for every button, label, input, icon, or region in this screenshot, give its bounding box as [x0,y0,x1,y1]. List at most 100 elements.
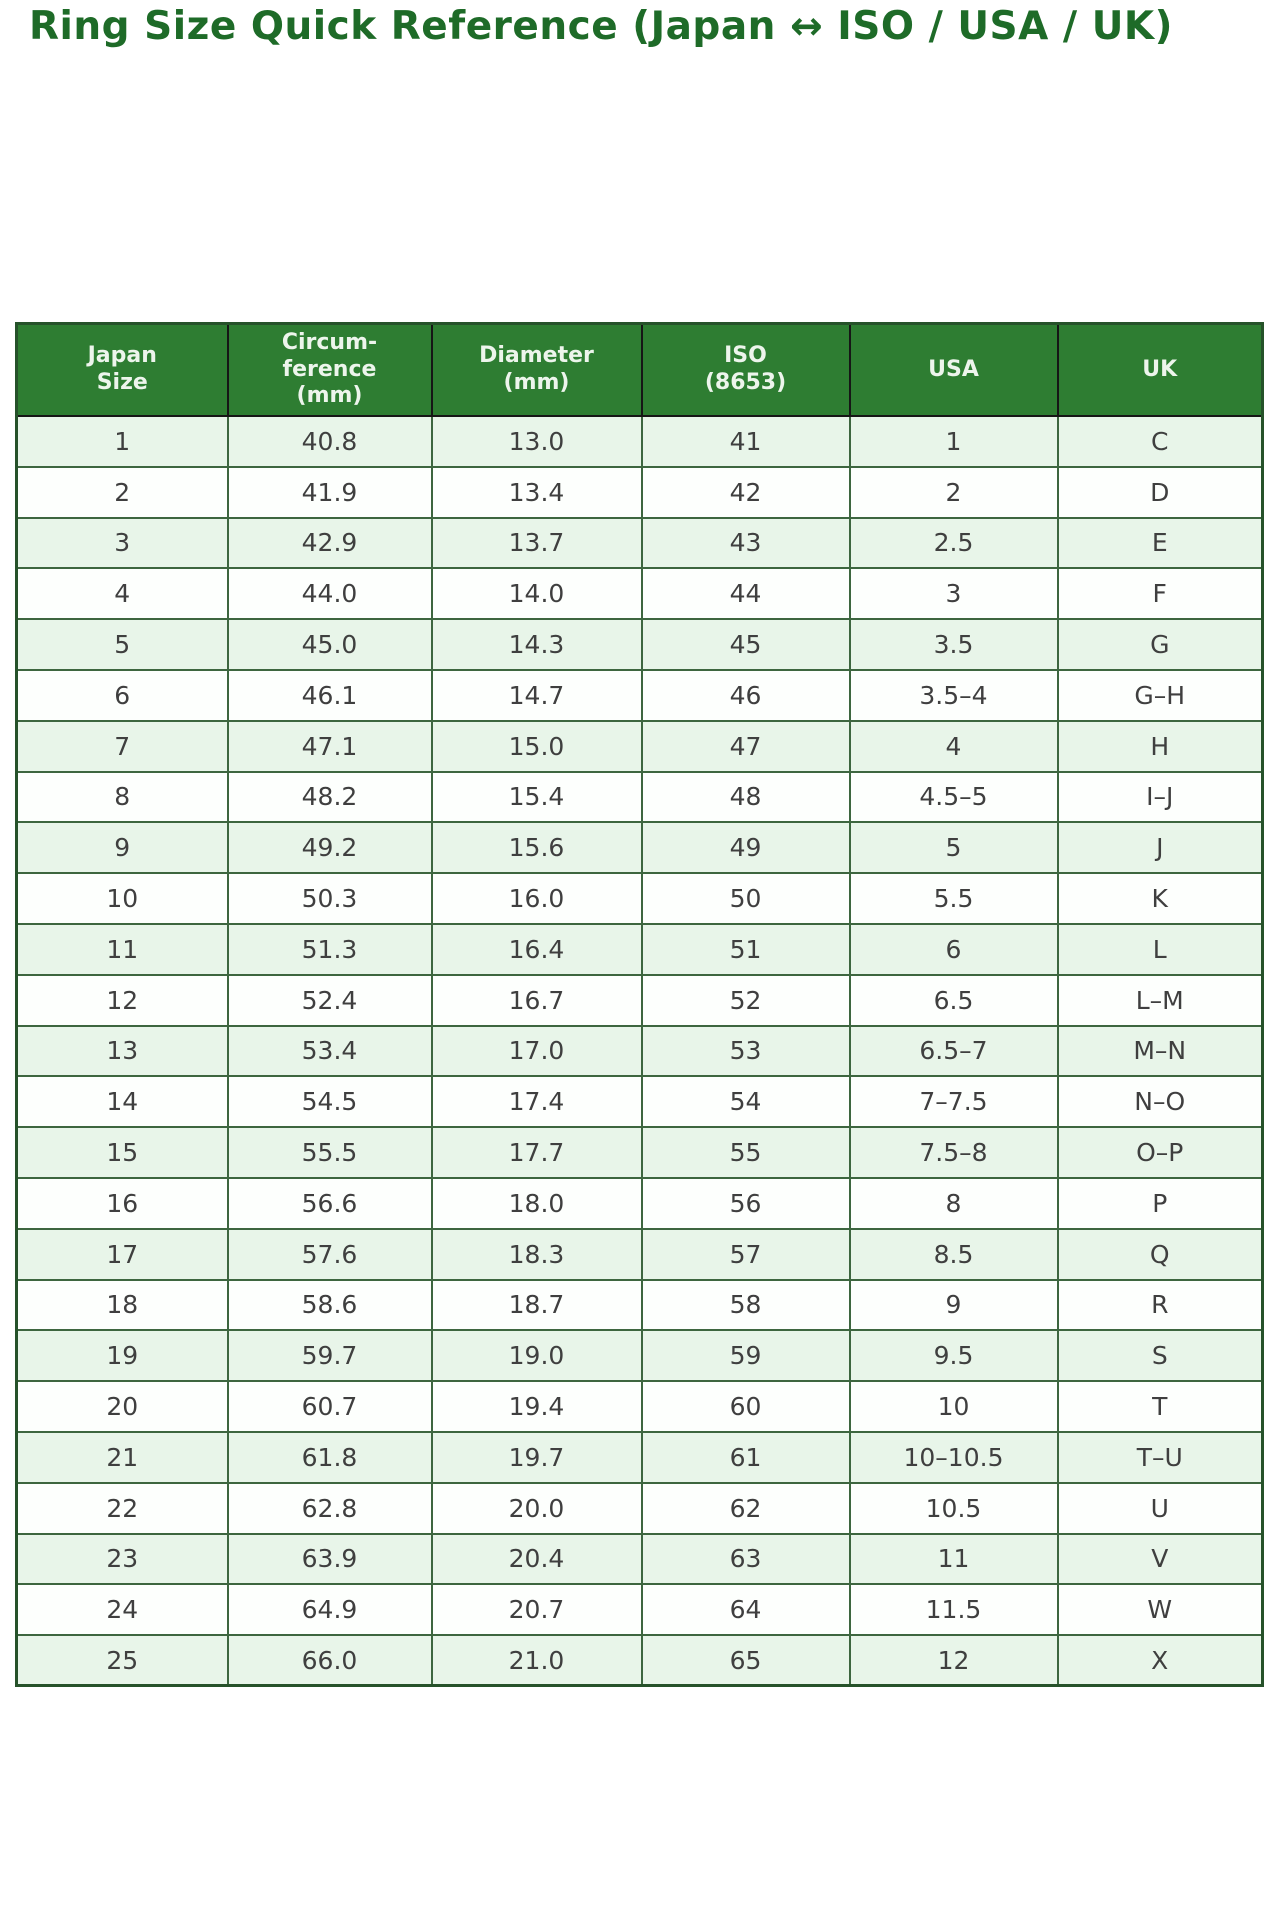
cell-circumference-mm: 62.8 [226,1481,433,1535]
cell-diameter-mm: 20.0 [430,1481,643,1535]
cell-usa: 9.5 [848,1329,1059,1383]
cell-japan-size: 10 [15,872,229,925]
cell-iso-8653: 47 [640,719,851,773]
cell-japan-size: 25 [15,1634,229,1687]
cell-circumference-mm: 61.8 [226,1430,433,1484]
cell-circumference-mm: 42.9 [226,516,433,570]
cell-japan-size: 21 [15,1430,229,1484]
cell-usa: 1 [848,415,1059,468]
cell-uk: X [1056,1634,1264,1687]
cell-circumference-mm: 58.6 [226,1278,433,1332]
cell-uk: E [1056,516,1264,570]
cell-usa: 8.5 [848,1227,1059,1281]
table-row: 5 45.0 14.3 45 3.5 G [15,618,1264,671]
cell-diameter-mm: 13.0 [430,415,643,468]
table-row: 23 63.9 20.4 63 11 V [15,1532,1264,1586]
column-header-iso-8653: ISO (8653) [640,322,851,417]
cell-usa: 9 [848,1278,1059,1332]
cell-diameter-mm: 17.0 [430,1024,643,1078]
cell-uk: T–U [1056,1430,1264,1484]
cell-uk: W [1056,1583,1264,1637]
cell-iso-8653: 49 [640,821,851,875]
cell-circumference-mm: 57.6 [226,1227,433,1281]
cell-iso-8653: 45 [640,618,851,671]
cell-uk: H [1056,719,1264,773]
table-row: 6 46.1 14.7 46 3.5–4 G–H [15,668,1264,722]
cell-usa: 10 [848,1380,1059,1433]
table-header: Japan Size Circum- ference (mm) Diameter (… [15,322,1264,417]
cell-diameter-mm: 14.0 [430,567,643,621]
cell-circumference-mm: 49.2 [226,821,433,875]
cell-iso-8653: 52 [640,973,851,1027]
cell-circumference-mm: 50.3 [226,872,433,925]
cell-circumference-mm: 56.6 [226,1176,433,1230]
table-row: 13 53.4 17.0 53 6.5–7 M–N [15,1024,1264,1078]
cell-iso-8653: 43 [640,516,851,570]
table-row: 17 57.6 18.3 57 8.5 Q [15,1227,1264,1281]
cell-uk: C [1056,415,1264,468]
cell-uk: D [1056,465,1264,519]
cell-japan-size: 17 [15,1227,229,1281]
table-row: 18 58.6 18.7 58 9 R [15,1278,1264,1332]
cell-circumference-mm: 60.7 [226,1380,433,1433]
cell-uk: F [1056,567,1264,621]
cell-japan-size: 16 [15,1176,229,1230]
table-row: 9 49.2 15.6 49 5 J [15,821,1264,875]
cell-usa: 3.5 [848,618,1059,671]
cell-usa: 11.5 [848,1583,1059,1637]
cell-diameter-mm: 18.3 [430,1227,643,1281]
cell-iso-8653: 54 [640,1075,851,1129]
table-row: 1 40.8 13.0 41 1 C [15,415,1264,468]
cell-japan-size: 11 [15,922,229,976]
cell-usa: 3.5–4 [848,668,1059,722]
cell-japan-size: 8 [15,770,229,824]
cell-usa: 3 [848,567,1059,621]
cell-japan-size: 20 [15,1380,229,1433]
cell-circumference-mm: 45.0 [226,618,433,671]
cell-diameter-mm: 16.4 [430,922,643,976]
cell-circumference-mm: 48.2 [226,770,433,824]
table-row: 24 64.9 20.7 64 11.5 W [15,1583,1264,1637]
cell-japan-size: 5 [15,618,229,671]
cell-diameter-mm: 15.0 [430,719,643,773]
table-row: 4 44.0 14.0 44 3 F [15,567,1264,621]
cell-iso-8653: 62 [640,1481,851,1535]
table-row: 11 51.3 16.4 51 6 L [15,922,1264,976]
cell-japan-size: 9 [15,821,229,875]
cell-usa: 4.5–5 [848,770,1059,824]
header-row: Japan Size Circum- ference (mm) Diameter (… [15,322,1264,417]
cell-iso-8653: 63 [640,1532,851,1586]
cell-iso-8653: 51 [640,922,851,976]
table-row: 3 42.9 13.7 43 2.5 E [15,516,1264,570]
cell-iso-8653: 64 [640,1583,851,1637]
cell-diameter-mm: 20.4 [430,1532,643,1586]
cell-usa: 2 [848,465,1059,519]
cell-circumference-mm: 51.3 [226,922,433,976]
cell-iso-8653: 55 [640,1126,851,1179]
cell-circumference-mm: 44.0 [226,567,433,621]
cell-circumference-mm: 41.9 [226,465,433,519]
cell-iso-8653: 44 [640,567,851,621]
cell-usa: 7.5–8 [848,1126,1059,1179]
cell-diameter-mm: 13.4 [430,465,643,519]
cell-iso-8653: 53 [640,1024,851,1078]
cell-uk: G–H [1056,668,1264,722]
cell-uk: K [1056,872,1264,925]
table-row: 20 60.7 19.4 60 10 T [15,1380,1264,1433]
table-row: 8 48.2 15.4 48 4.5–5 I–J [15,770,1264,824]
cell-circumference-mm: 63.9 [226,1532,433,1586]
cell-iso-8653: 57 [640,1227,851,1281]
cell-usa: 11 [848,1532,1059,1586]
cell-japan-size: 3 [15,516,229,570]
cell-japan-size: 15 [15,1126,229,1179]
cell-uk: L [1056,922,1264,976]
table-row: 14 54.5 17.4 54 7–7.5 N–O [15,1075,1264,1129]
cell-circumference-mm: 66.0 [226,1634,433,1687]
cell-japan-size: 6 [15,668,229,722]
cell-iso-8653: 61 [640,1430,851,1484]
table-row: 2 41.9 13.4 42 2 D [15,465,1264,519]
cell-diameter-mm: 16.0 [430,872,643,925]
cell-usa: 6.5 [848,973,1059,1027]
cell-diameter-mm: 19.4 [430,1380,643,1433]
column-header-usa: USA [848,322,1059,417]
